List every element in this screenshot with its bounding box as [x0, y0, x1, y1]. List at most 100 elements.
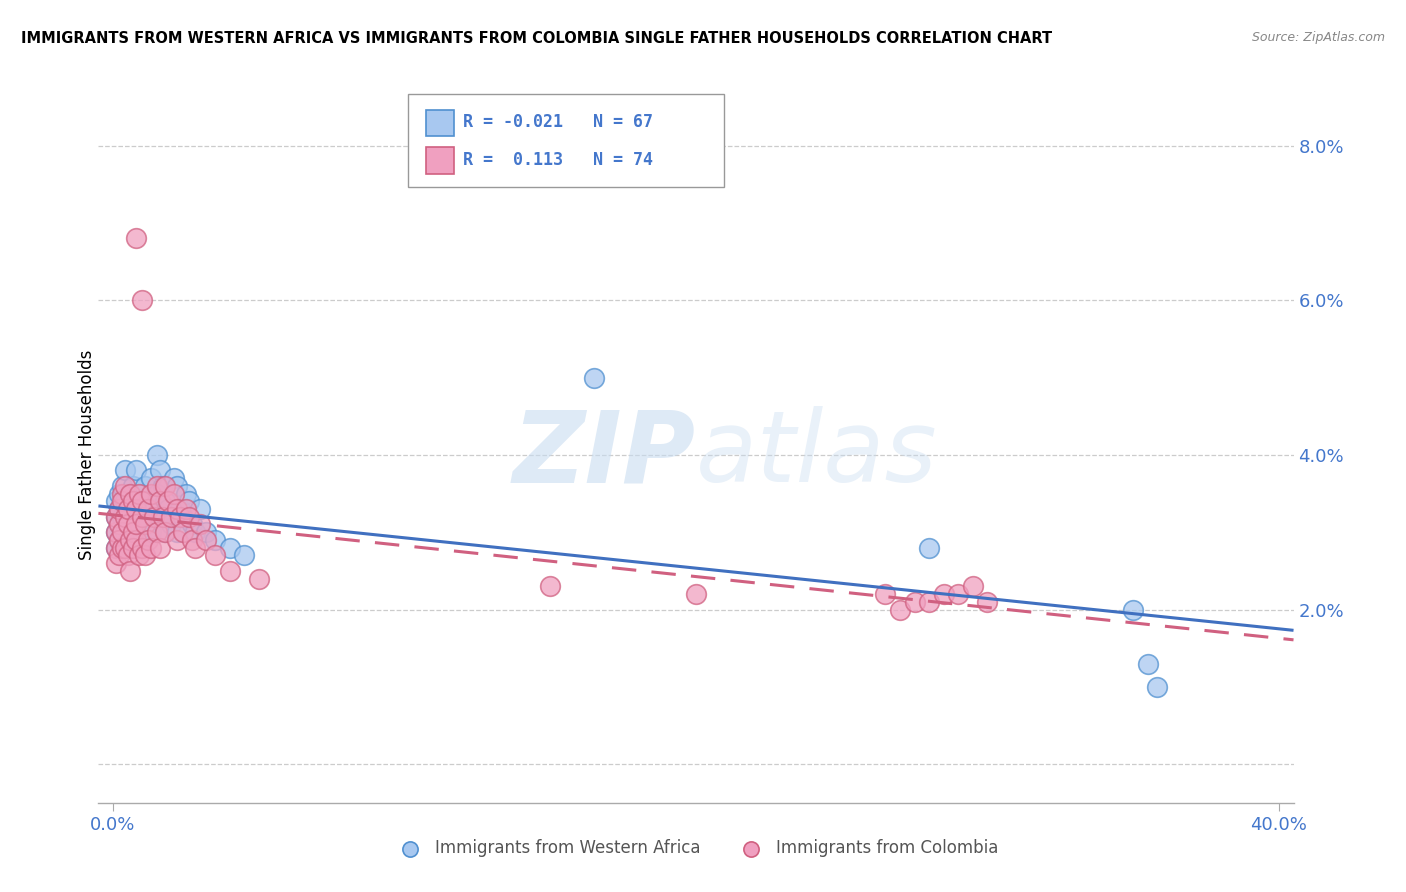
Point: [139, 525, 162, 540]
Point: [104, 556, 127, 570]
Point: [139, 486, 162, 500]
Text: R = -0.021   N = 67: R = -0.021 N = 67: [463, 113, 652, 131]
Point: [104, 494, 127, 508]
Point: [120, 486, 142, 500]
Point: [128, 549, 150, 563]
Point: [125, 502, 148, 516]
Point: [120, 533, 142, 547]
Point: [108, 502, 131, 516]
Point: [114, 479, 136, 493]
Point: [120, 509, 142, 524]
Text: Source: ZipAtlas.com: Source: ZipAtlas.com: [1251, 31, 1385, 45]
Point: [125, 463, 148, 477]
Point: [111, 509, 134, 524]
Point: [136, 494, 159, 508]
Point: [108, 517, 131, 532]
Point: [108, 517, 131, 532]
Point: [183, 541, 205, 555]
Point: [1146, 680, 1168, 694]
Point: [142, 502, 165, 516]
Point: [117, 502, 139, 516]
Point: [160, 509, 183, 524]
Point: [139, 541, 162, 555]
Point: [875, 587, 897, 601]
Point: [174, 486, 197, 500]
Point: [218, 541, 240, 555]
Point: [114, 463, 136, 477]
Point: [128, 533, 150, 547]
Point: [114, 509, 136, 524]
Point: [180, 533, 202, 547]
Point: [108, 549, 131, 563]
Point: [114, 541, 136, 555]
Point: [104, 525, 127, 540]
Point: [183, 525, 205, 540]
Point: [149, 509, 172, 524]
Point: [152, 479, 174, 493]
Point: [157, 502, 180, 516]
Text: R =  0.113   N = 74: R = 0.113 N = 74: [463, 151, 652, 169]
Point: [195, 525, 218, 540]
Point: [889, 602, 911, 616]
Point: [131, 509, 153, 524]
Y-axis label: Single Father Households: Single Father Households: [79, 350, 96, 560]
Point: [122, 525, 145, 540]
Point: [128, 486, 150, 500]
Point: [111, 494, 134, 508]
Point: [117, 517, 139, 532]
Point: [125, 517, 148, 532]
Point: [134, 479, 156, 493]
Point: [122, 541, 145, 555]
Point: [247, 572, 270, 586]
Point: [166, 479, 188, 493]
Point: [142, 509, 165, 524]
Text: IMMIGRANTS FROM WESTERN AFRICA VS IMMIGRANTS FROM COLOMBIA SINGLE FATHER HOUSEHO: IMMIGRANTS FROM WESTERN AFRICA VS IMMIGR…: [21, 31, 1052, 46]
Point: [117, 533, 139, 547]
Point: [104, 541, 127, 555]
Point: [139, 471, 162, 485]
Point: [111, 479, 134, 493]
Point: [172, 509, 194, 524]
Point: [1122, 602, 1144, 616]
Point: [120, 541, 142, 555]
Point: [932, 587, 955, 601]
Point: [125, 517, 148, 532]
Point: [111, 541, 134, 555]
Point: [120, 564, 142, 578]
Point: [145, 479, 167, 493]
Point: [128, 502, 150, 516]
Point: [117, 549, 139, 563]
Point: [125, 494, 148, 508]
Point: [180, 517, 202, 532]
Point: [136, 502, 159, 516]
Point: [136, 517, 159, 532]
Point: [976, 595, 998, 609]
Point: [1136, 657, 1159, 671]
Point: [190, 517, 212, 532]
Point: [174, 502, 197, 516]
Point: [903, 595, 925, 609]
Point: [195, 533, 218, 547]
Point: [114, 494, 136, 508]
Point: [111, 525, 134, 540]
Point: [166, 525, 188, 540]
Point: [108, 486, 131, 500]
Point: [918, 595, 941, 609]
Point: [163, 471, 186, 485]
Point: [131, 293, 153, 308]
Point: [122, 525, 145, 540]
Point: [948, 587, 970, 601]
Point: [149, 463, 172, 477]
Point: [204, 533, 226, 547]
Point: [145, 448, 167, 462]
Point: [155, 479, 177, 493]
Point: [122, 502, 145, 516]
Point: [685, 587, 707, 601]
Point: [134, 525, 156, 540]
Point: [136, 533, 159, 547]
Point: [131, 541, 153, 555]
Point: [111, 541, 134, 555]
Point: [172, 525, 194, 540]
Point: [155, 525, 177, 540]
Point: [190, 502, 212, 516]
